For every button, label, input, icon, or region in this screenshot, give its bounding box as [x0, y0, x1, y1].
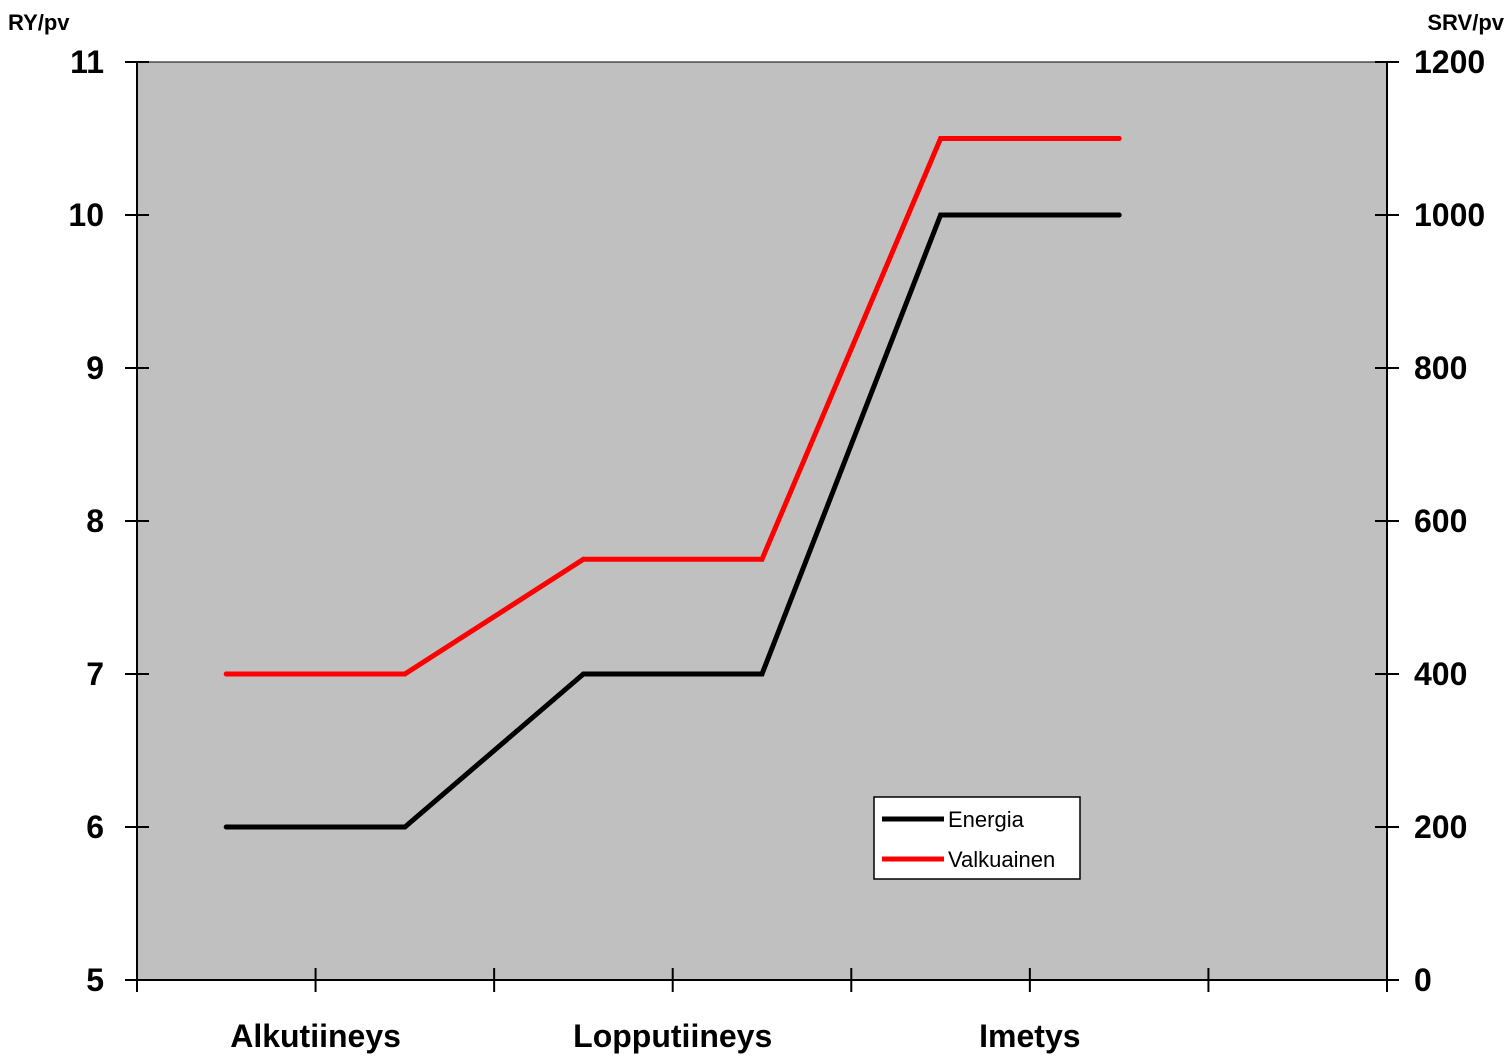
ticks: 5 6 7 8 9 10 11 0 200 400 600 800 1000 1200 Alkutiiney…: [68, 44, 1485, 1054]
y-right-tick-label: 1000: [1414, 197, 1485, 233]
series-point-energia: [402, 824, 408, 830]
series-line-valkuainen: [223, 136, 1122, 677]
y-left-tick-label: 6: [86, 809, 104, 845]
x-category-label: Imetys: [979, 1018, 1080, 1054]
y-left-tick-label: 9: [86, 350, 104, 386]
series-point-valkuainen: [580, 556, 586, 562]
y-right-axis-title: SRV/pv: [1427, 10, 1504, 35]
legend-label-energia: Energia: [948, 807, 1025, 832]
y-right-tick-label: 1200: [1414, 44, 1485, 80]
series-point-energia: [938, 212, 944, 218]
series-point-valkuainen: [759, 556, 765, 562]
y-left-tick-label: 10: [68, 197, 104, 233]
series-point-valkuainen: [402, 671, 408, 677]
legend-box: [873, 796, 1081, 880]
y-right-tick-label: 800: [1414, 350, 1467, 386]
y-right-tick-label: 400: [1414, 656, 1467, 692]
plot-area: [136, 61, 1388, 981]
series-point-energia: [223, 824, 229, 830]
y-left-axis-title: RY/pv: [8, 10, 70, 35]
y-right-tick-label: 0: [1414, 962, 1432, 998]
x-category-label: Lopputiineys: [573, 1018, 772, 1054]
y-right-tick-label: 600: [1414, 503, 1467, 539]
y-left-tick-label: 7: [86, 656, 104, 692]
series-line-energia: [223, 212, 1122, 830]
y-left-tick-label: 5: [86, 962, 104, 998]
series-point-valkuainen: [223, 671, 229, 677]
legend: Energia Valkuainen: [873, 796, 1081, 880]
series-point-valkuainen: [1116, 136, 1122, 141]
series-point-energia: [759, 671, 765, 677]
y-left-tick-label: 11: [70, 44, 104, 80]
y-right-tick-label: 200: [1414, 809, 1467, 845]
series-group: [223, 136, 1122, 830]
series-point-energia: [580, 671, 586, 677]
y-left-tick-label: 8: [86, 503, 104, 539]
series-point-valkuainen: [938, 136, 944, 141]
series-point-energia: [1116, 212, 1122, 218]
legend-label-valkuainen: Valkuainen: [948, 847, 1055, 872]
x-category-label: Alkutiineys: [230, 1018, 401, 1054]
